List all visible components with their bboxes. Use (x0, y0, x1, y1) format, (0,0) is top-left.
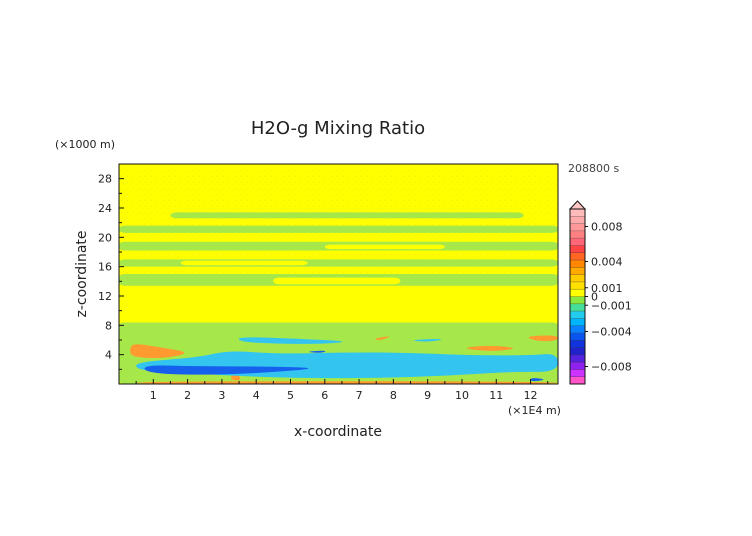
colorbar-swatch (570, 230, 585, 239)
colorbar-label: −0.008 (591, 361, 632, 374)
x-tick-label: 11 (489, 389, 503, 402)
contour-region-orange (466, 345, 514, 351)
colorbar-swatch (570, 245, 585, 254)
colorbar-swatch (570, 354, 585, 363)
y-unit-label: (×1000 m) (55, 138, 115, 151)
colorbar-swatch (570, 296, 585, 305)
contour-band-yellow (119, 286, 558, 323)
plot-area (118, 163, 559, 385)
colorbar-swatch (570, 311, 585, 319)
colorbar-swatch (570, 376, 585, 385)
colorbar-swatch (570, 216, 585, 224)
colorbar-swatch (570, 369, 585, 378)
y-axis: 4 8 12 16 20 24 28 (98, 173, 124, 370)
contour-band-green (170, 212, 524, 219)
colorbar-label: 0.001 (591, 282, 623, 295)
contour-region-blue (144, 365, 309, 375)
y-tick-label: 12 (98, 290, 112, 303)
x-tick-label: 9 (424, 389, 431, 402)
colorbar-swatch (570, 347, 585, 356)
colorbar-swatch (570, 209, 585, 217)
colorbar-label: −0.004 (591, 326, 632, 339)
x-unit-label: (×1E4 m) (508, 404, 561, 417)
colorbar-swatch (570, 325, 585, 334)
contour-region-orange (136, 381, 558, 384)
x-axis-label: x-coordinate (294, 424, 382, 440)
colorbar-swatch (570, 274, 585, 283)
y-tick-label: 4 (105, 349, 112, 362)
colorbar-swatch (570, 332, 585, 341)
contour-region-orange (375, 336, 390, 340)
contour-band-yellow (273, 277, 401, 285)
plot-frame (118, 163, 559, 385)
x-tick-label: 3 (218, 389, 225, 402)
contour-band-yellow (324, 244, 445, 250)
contour-band-yellow (180, 260, 308, 266)
colorbar-swatch (570, 289, 585, 297)
x-tick-label: 1 (150, 389, 157, 402)
contour-band-green (119, 225, 558, 233)
y-tick-label: 16 (98, 261, 112, 274)
colorbar-swatch (570, 223, 585, 232)
colorbar-swatch (570, 281, 585, 290)
colorbar-label: 0 (591, 291, 598, 304)
colorbar-swatch (570, 303, 585, 312)
y-tick-label: 28 (98, 173, 112, 186)
x-tick-label: 5 (287, 389, 294, 402)
contour-region-blue (309, 350, 326, 353)
colorbar-label: 0.008 (591, 221, 623, 234)
x-tick-label: 6 (321, 389, 328, 402)
x-tick-label: 4 (253, 389, 260, 402)
colorbar-overflow-arrow (568, 200, 587, 210)
y-tick-label: 20 (98, 231, 112, 244)
time-label: 208800 s (568, 162, 619, 175)
colorbar-swatch (570, 260, 585, 268)
colorbar-swatch (570, 362, 585, 370)
colorbar-swatch (570, 238, 585, 246)
contour-region-orange (130, 344, 185, 359)
x-tick-label: 7 (356, 389, 363, 402)
y-tick-label: 8 (105, 319, 112, 332)
x-tick-label: 10 (455, 389, 469, 402)
colorbar-label: −0.001 (591, 299, 632, 312)
colorbar-swatch (570, 318, 585, 326)
contour-region-cyan (413, 339, 442, 342)
y-axis-label: z-coordinate (74, 230, 90, 317)
x-tick-label: 12 (524, 389, 538, 402)
contour-region-cyan (238, 337, 343, 344)
colorbar-swatch (570, 252, 585, 261)
contour-region-blue (530, 378, 544, 382)
colorbar-label: 0.004 (591, 256, 623, 269)
y-tick-label: 24 (98, 202, 112, 215)
x-tick-label: 8 (390, 389, 397, 402)
colorbar-swatch (570, 267, 585, 275)
chart-title: H2O-g Mixing Ratio (251, 118, 425, 139)
x-axis: 1 2 3 4 5 6 7 8 9 10 11 12 (135, 379, 549, 402)
x-tick-label: 2 (184, 389, 191, 402)
contour-region-orange (528, 335, 558, 342)
colorbar-swatch (570, 340, 585, 348)
